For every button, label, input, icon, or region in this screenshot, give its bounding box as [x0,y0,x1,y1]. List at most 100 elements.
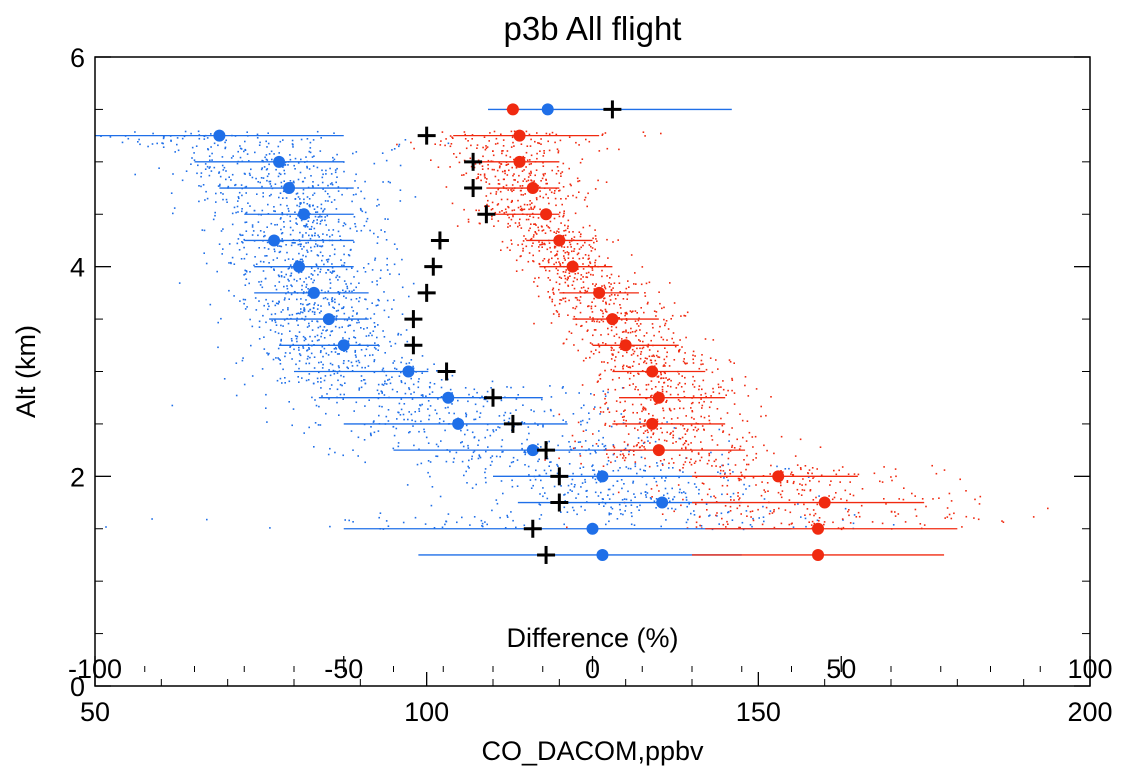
cloud-point [534,478,537,481]
cloud-point [235,362,238,364]
black-plus-point [417,126,436,145]
cloud-point [321,367,324,369]
cloud-point [542,259,544,262]
cloud-point [711,439,714,441]
cloud-point [496,204,499,206]
cloud-point [376,198,379,201]
cloud-point [262,270,265,272]
cloud-point [308,204,311,206]
cloud-point [629,331,632,334]
cloud-point [589,316,591,318]
cloud-point [276,223,278,226]
cloud-point [206,137,209,139]
cloud-point [279,173,282,176]
cloud-point [137,141,139,143]
cloud-point [365,220,368,223]
cloud-point [807,476,810,478]
black-plus-point [537,441,556,460]
cloud-point [313,192,316,195]
cloud-point [543,410,546,413]
cloud-point [533,205,536,208]
cloud-point [594,305,597,307]
cloud-point [344,331,346,334]
cloud-point [351,290,353,293]
cloud-point [640,307,642,309]
cloud-point [473,388,476,391]
cloud-point [360,209,362,211]
cloud-point [351,200,353,203]
cloud-point [273,269,275,271]
cloud-point [357,455,359,457]
cloud-point [316,222,318,225]
cloud-point [539,244,541,246]
cloud-point [324,375,327,377]
cloud-point [264,234,266,237]
cloud-point [612,484,615,487]
cloud-point [402,413,405,416]
cloud-point [261,209,264,212]
cloud-point [528,208,530,211]
cloud-point [301,311,304,314]
cloud-point [200,175,202,178]
cloud-point [363,267,365,269]
cloud-point [828,495,830,497]
cloud-point [506,246,509,249]
cloud-point [244,269,246,272]
cloud-point [577,441,580,443]
cloud-point [298,271,300,274]
cloud-point [291,313,294,316]
cloud-point [262,261,265,263]
cloud-point [356,270,359,273]
cloud-point [690,458,692,461]
cloud-point [632,383,634,385]
cloud-point [269,329,272,331]
cloud-point [761,481,763,483]
cloud-point [530,179,533,182]
cloud-point [203,138,206,140]
cloud-point [542,495,544,498]
cloud-point [468,393,470,396]
cloud-point [467,444,469,447]
cloud-point [383,394,386,396]
cloud-point [644,407,646,409]
cloud-point [717,368,719,370]
cloud-point [291,424,293,427]
cloud-point [709,514,711,517]
cloud-point [475,483,477,486]
cloud-point [493,130,496,133]
cloud-point [645,384,648,386]
cloud-point [797,503,799,505]
cloud-point [309,237,312,240]
cloud-point [580,246,582,249]
cloud-point [562,419,564,421]
cloud-point [642,346,645,349]
cloud-point [552,415,555,417]
cloud-point [871,521,874,523]
cloud-point [890,476,892,478]
cloud-point [319,215,321,218]
cloud-point [617,239,619,241]
cloud-point [350,282,352,285]
cloud-point [263,348,266,350]
cloud-point [279,363,282,365]
cloud-point [657,350,659,353]
cloud-point [838,469,840,472]
cloud-point [437,166,440,168]
cloud-point [190,163,192,165]
cloud-point [715,501,718,503]
cloud-point [247,202,249,204]
cloud-point [538,503,541,505]
cloud-point [251,375,254,377]
cloud-point [308,347,310,349]
cloud-point [549,229,552,232]
cloud-point [671,314,674,317]
cloud-point [536,198,538,201]
cloud-point [510,146,513,148]
cloud-point [1002,521,1005,523]
cloud-point [777,491,780,494]
cloud-point [385,239,388,241]
cloud-point [524,451,527,454]
cloud-point [418,410,421,412]
cloud-point [338,326,341,329]
cloud-point [542,424,544,427]
